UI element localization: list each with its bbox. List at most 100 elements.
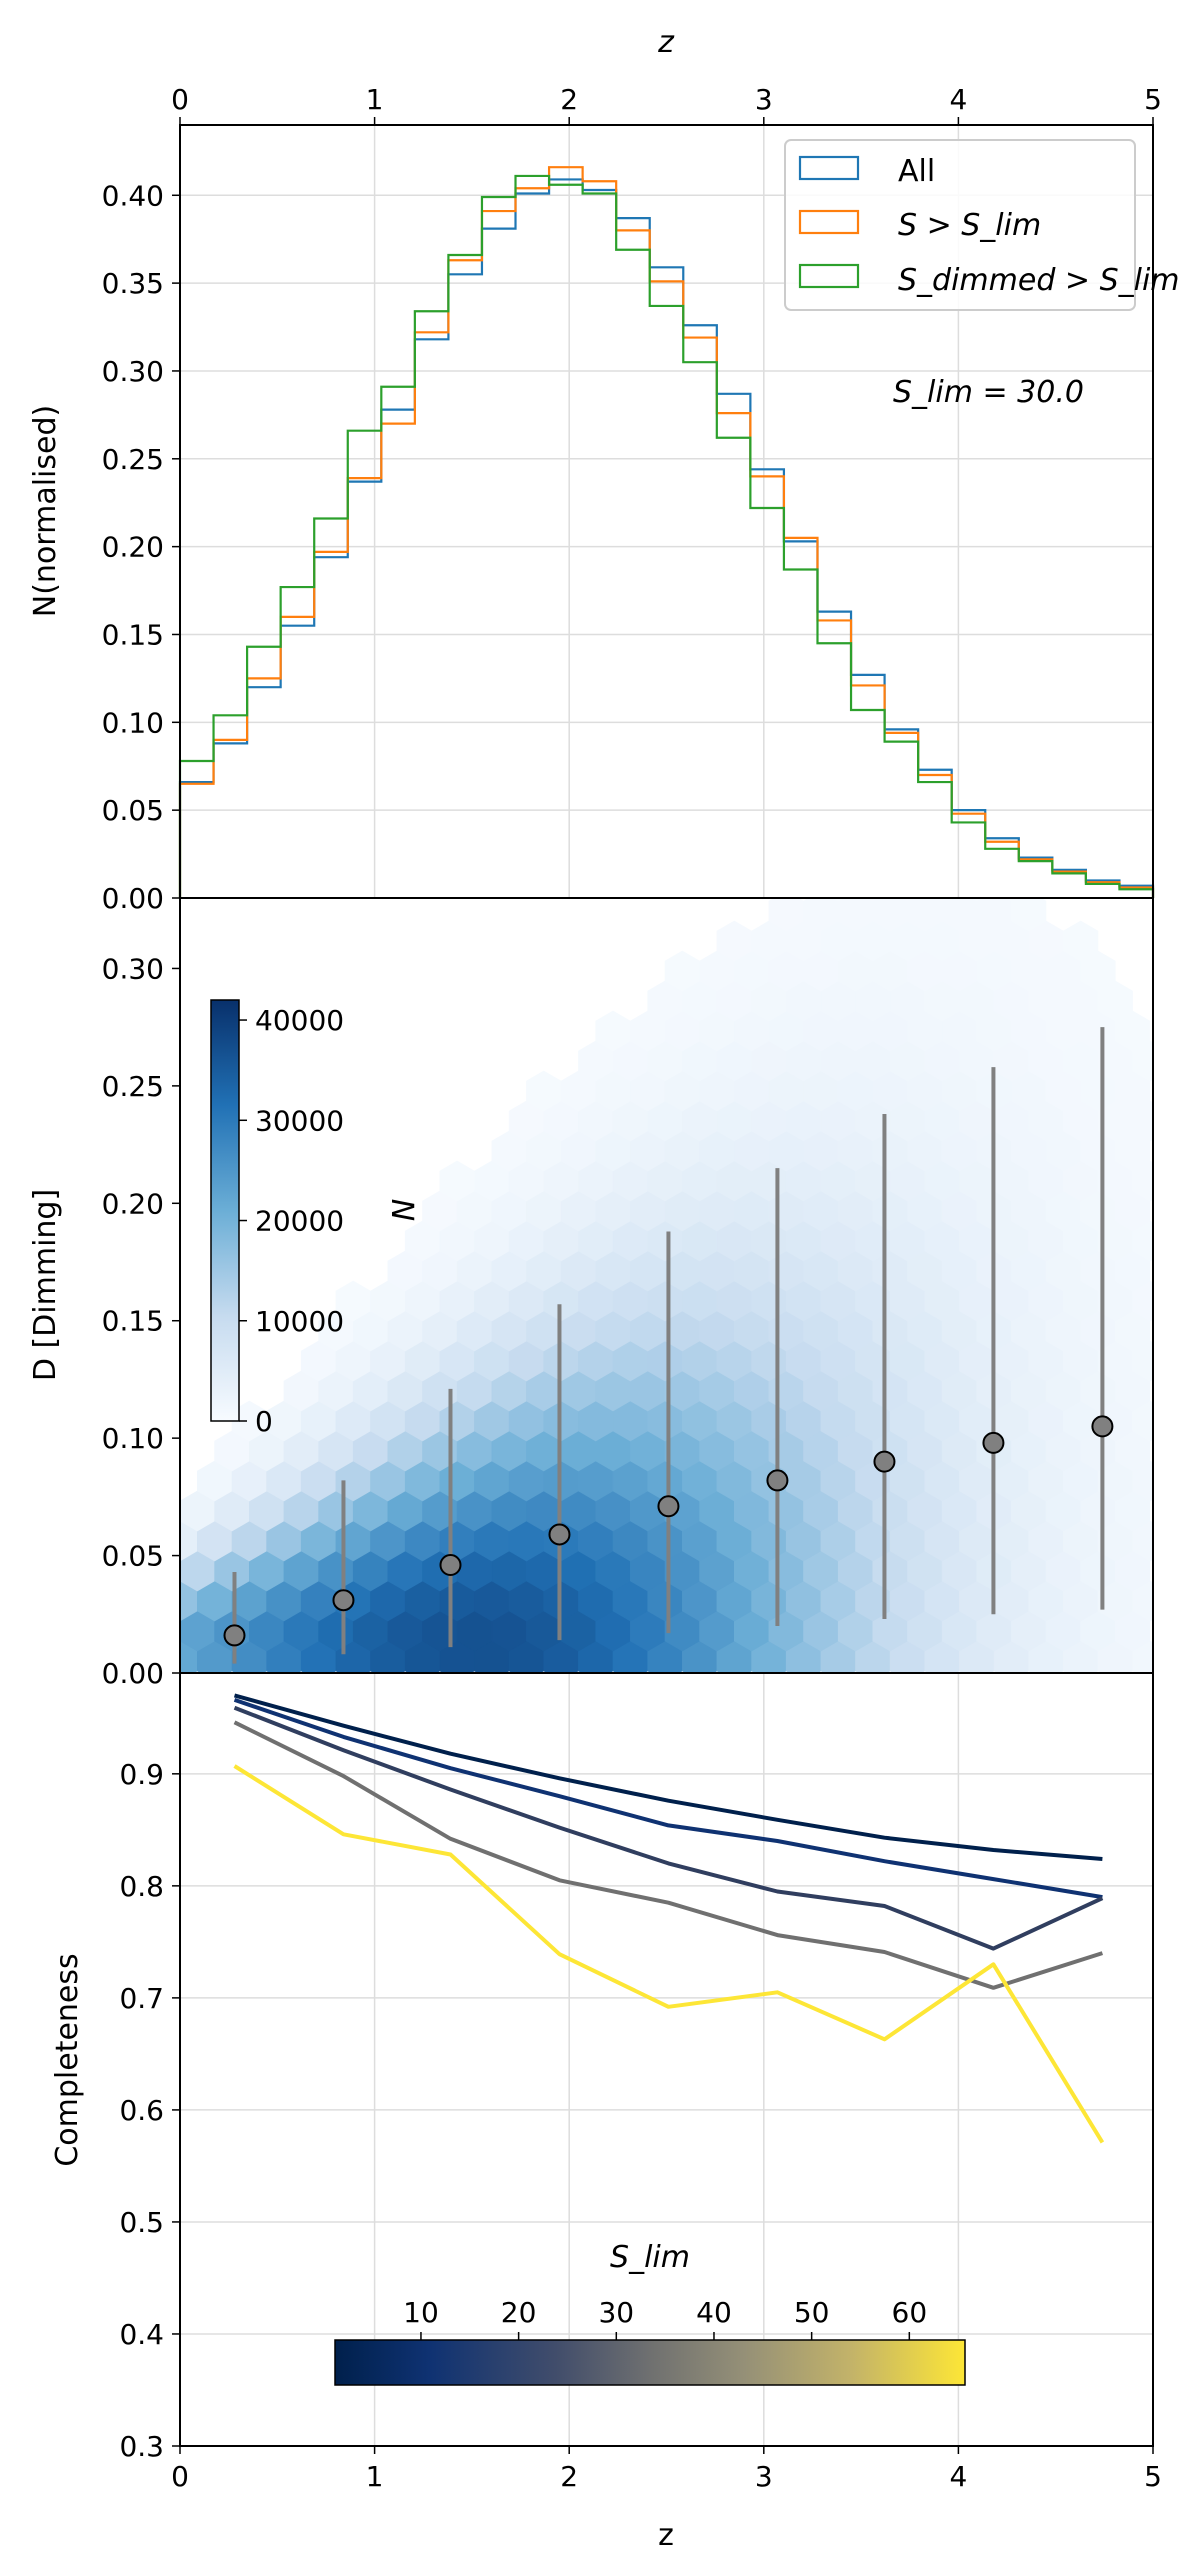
bottom-x-tick-label: 3: [755, 2460, 773, 2493]
density-colorbar-tick-label: 40000: [255, 1004, 344, 1037]
slim-annotation: S_lim = 30.0: [893, 375, 1084, 410]
legend-swatch-dimmed: [798, 263, 860, 289]
hexbin-cell: [1063, 920, 1099, 962]
bottom-y-tick-label: 0.7: [119, 1982, 164, 2015]
top-x-tick-label: 2: [560, 83, 578, 116]
bottom-y-tick-label: 0.6: [119, 2094, 164, 2127]
bottom-y-ticks: 0.3 0.4 0.5 0.6 0.7 0.8 0.9: [119, 1758, 180, 2463]
top-y-tick-label: 0.20: [102, 531, 164, 564]
dimming-median-point: [439, 1553, 462, 1576]
top-y-tick-label: 0.05: [102, 794, 164, 827]
top-x-tick-label: 0: [171, 83, 189, 116]
top-y-tick-label: 0.30: [102, 355, 164, 388]
hexbin-cell: [936, 898, 948, 902]
middle-y-tick-label: 0.05: [102, 1540, 164, 1573]
top-y-tick-label: 0.35: [102, 267, 164, 300]
legend-label-s: S > S_lim: [898, 208, 1041, 243]
histogram-series-2: [178, 174, 1155, 898]
density-colorbar-bar: [210, 999, 240, 1422]
top-x-ticks: 0 1 2 3 4 5: [171, 83, 1162, 125]
completeness-panel: 0.3 0.4 0.5 0.6 0.7 0.8 0.9 0 1 2 3 4 5 z Completen…: [50, 1672, 1162, 2553]
bottom-x-label: z: [658, 2518, 674, 2553]
completeness-line-0: [233, 1693, 1103, 1861]
bottom-y-tick-label: 0.8: [119, 1870, 164, 1903]
dimming-panel: 0.00 0.05 0.10 0.15 0.20 0.25 0.30 D [Dimming]…: [28, 897, 1154, 1690]
top-x-tick-label: 4: [949, 83, 967, 116]
slim-colorbar-tick-label: 10: [403, 2296, 439, 2329]
density-colorbar-label: N: [384, 1199, 419, 1221]
legend-swatch-s: [798, 209, 860, 235]
middle-y-tick-label: 0.20: [102, 1187, 164, 1220]
top-y-tick-label: 0.40: [102, 179, 164, 212]
density-colorbar-tick-label: 20000: [255, 1205, 344, 1238]
density-colorbar: 0 10000 20000 30000 40000 N: [210, 999, 419, 1438]
middle-y-tick-label: 0.00: [102, 1657, 164, 1690]
bottom-x-tick-label: 1: [366, 2460, 384, 2493]
top-x-tick-label: 3: [755, 83, 773, 116]
top-x-tick-label: 1: [366, 83, 384, 116]
top-y-tick-label: 0.15: [102, 618, 164, 651]
completeness-line-4: [233, 1764, 1105, 2144]
density-colorbar-tick-label: 10000: [255, 1305, 344, 1338]
legend: All S > S_lim S_dimmed > S_lim: [784, 139, 1180, 311]
completeness-lines: [233, 1693, 1105, 2144]
bottom-frame: [179, 1672, 1154, 2447]
top-y-tick-label: 0.10: [102, 706, 164, 739]
hexbin-cell: [901, 898, 914, 902]
completeness-line-2: [233, 1705, 1104, 1951]
top-x-label: z: [657, 25, 675, 60]
slim-colorbar-bar: [334, 2339, 966, 2386]
slim-colorbar-label: S_lim: [610, 2240, 690, 2275]
hexbin-cell: [1011, 898, 1047, 932]
top-y-tick-label: 0.25: [102, 443, 164, 476]
dimming-median-point: [982, 1431, 1005, 1454]
top-y-ticks: 0.00 0.05 0.10 0.15 0.20 0.25 0.30 0.35 0.40: [102, 179, 180, 915]
density-colorbar-tick-label: 0: [255, 1405, 273, 1438]
dimming-median-point: [766, 1469, 789, 1492]
middle-y-tick-label: 0.30: [102, 952, 164, 985]
bottom-y-tick-label: 0.9: [119, 1758, 164, 1791]
hexbin-cell: [832, 898, 844, 902]
histogram-panel: 0.00 0.05 0.10 0.15 0.20 0.25 0.30 0.35 0.40 0 1 2…: [28, 25, 1180, 915]
middle-y-tick-label: 0.25: [102, 1070, 164, 1103]
bottom-x-ticks: 0 1 2 3 4 5: [171, 2446, 1162, 2493]
slim-colorbar-tick-label: 40: [696, 2296, 732, 2329]
bottom-x-tick-label: 2: [560, 2460, 578, 2493]
histogram-series-1: [178, 166, 1155, 898]
dimming-median-point: [1091, 1415, 1114, 1438]
completeness-line-3: [233, 1720, 1104, 1990]
hexbin-density: [180, 898, 1153, 1673]
bottom-y-tick-label: 0.5: [119, 2206, 164, 2239]
slim-colorbar-tick-label: 20: [501, 2296, 537, 2329]
median-points: [223, 1027, 1114, 1664]
dimming-median-point: [332, 1589, 355, 1612]
middle-y-ticks: 0.00 0.05 0.10 0.15 0.20 0.25 0.30: [102, 952, 180, 1690]
density-colorbar-ticks: 0 10000 20000 30000 40000: [239, 1004, 344, 1438]
dimming-median-point: [873, 1450, 896, 1473]
slim-colorbar-ticks: 10 20 30 40 50 60: [403, 2296, 927, 2340]
slim-colorbar: 10 20 30 40 50 60 S_lim: [334, 2240, 966, 2386]
legend-frame: [784, 139, 1136, 311]
bottom-y-label: Completeness: [50, 1953, 85, 2166]
slim-colorbar-tick-label: 60: [892, 2296, 928, 2329]
legend-label-dimmed: S_dimmed > S_lim: [898, 263, 1180, 298]
top-x-tick-label: 5: [1144, 83, 1162, 116]
slim-colorbar-tick-label: 30: [598, 2296, 634, 2329]
hexbin-cell: [970, 898, 983, 902]
middle-y-tick-label: 0.15: [102, 1305, 164, 1338]
middle-y-tick-label: 0.10: [102, 1422, 164, 1455]
bottom-y-tick-label: 0.3: [119, 2430, 164, 2463]
bottom-y-tick-label: 0.4: [119, 2318, 164, 2351]
histogram-series-0: [178, 178, 1155, 898]
top-y-tick-label: 0.00: [102, 882, 164, 915]
slim-colorbar-tick-label: 50: [794, 2296, 830, 2329]
middle-y-label: D [Dimming]: [28, 1189, 63, 1381]
bottom-x-tick-label: 0: [171, 2460, 189, 2493]
bottom-x-tick-label: 5: [1144, 2460, 1162, 2493]
dimming-median-point: [657, 1495, 680, 1518]
bottom-x-tick-label: 4: [949, 2460, 967, 2493]
bottom-grid: [179, 1673, 1154, 2447]
top-y-label: N(normalised): [28, 405, 63, 617]
dimming-median-point: [223, 1624, 246, 1647]
